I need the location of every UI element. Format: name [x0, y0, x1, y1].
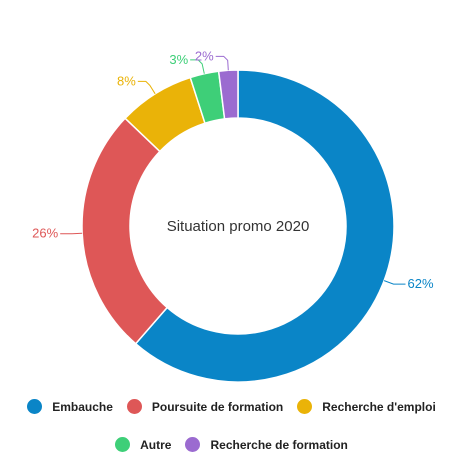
legend-item-poursuite-de-formation[interactable]: Poursuite de formation — [126, 399, 284, 414]
data-label: 3% — [169, 52, 188, 67]
legend-label: Embauche — [52, 399, 113, 414]
legend-label: Recherche de formation — [210, 437, 348, 452]
legend-item-recherche-de-formation[interactable]: Recherche de formation — [185, 437, 348, 452]
legend-marker — [27, 399, 43, 414]
donut-slice[interactable] — [81, 117, 169, 345]
legend-label: Recherche d'emploi — [322, 399, 436, 414]
legend-item-recherche-demploi[interactable]: Recherche d'emploi — [297, 399, 436, 414]
leader-line — [383, 280, 406, 285]
data-label: 2% — [195, 48, 214, 63]
legend-row-2: Autre Recherche de formation — [0, 437, 463, 452]
data-label: 62% — [407, 276, 433, 291]
chart-title: Situation promo 2020 — [167, 218, 310, 235]
legend-label: Autre — [140, 437, 172, 452]
leader-line — [215, 55, 229, 71]
legend-marker — [185, 437, 201, 452]
data-label: 8% — [117, 73, 136, 88]
legend-row-1: Embauche Poursuite de formation Recherch… — [0, 399, 463, 414]
legend-marker — [115, 437, 131, 452]
legend-item-embauche[interactable]: Embauche — [27, 399, 113, 414]
data-label: 26% — [32, 226, 58, 241]
leader-line — [190, 59, 205, 74]
donut-slice[interactable] — [217, 69, 239, 120]
legend-item-autre[interactable]: Autre — [115, 437, 171, 452]
leader-line — [137, 80, 156, 95]
legend-marker — [126, 399, 142, 414]
donut-slice[interactable] — [134, 69, 395, 383]
legend-label: Poursuite de formation — [151, 399, 284, 414]
legend-marker — [297, 399, 313, 414]
